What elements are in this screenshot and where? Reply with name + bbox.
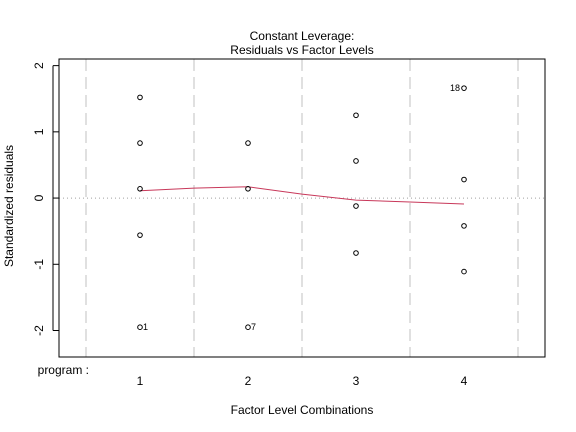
axes: -2 -1 0 1 2 1 2 3 4 xyxy=(32,58,546,388)
x-tick-label: 2 xyxy=(245,374,252,388)
y-axis-label: Standardized residuals xyxy=(2,145,16,267)
y-tick-label: 0 xyxy=(32,194,46,201)
x-tick-label: 3 xyxy=(353,374,360,388)
point-label: 1 xyxy=(143,322,148,332)
point-label: 18 xyxy=(450,83,460,93)
data-point xyxy=(353,250,359,256)
data-point xyxy=(245,140,251,146)
data-point xyxy=(137,232,143,238)
data-point xyxy=(245,185,251,192)
x-axis-label: Factor Level Combinations xyxy=(231,403,374,417)
point-labels: 1 718 xyxy=(143,83,460,332)
plot-frame xyxy=(58,58,546,358)
y-tick-label: 2 xyxy=(32,62,46,69)
chart-subtitle: Residuals vs Factor Levels xyxy=(230,43,373,57)
data-point xyxy=(461,176,467,183)
point-label: 7 xyxy=(251,322,256,332)
data-point xyxy=(137,324,143,331)
data-point xyxy=(137,94,143,101)
y-tick-label: -1 xyxy=(32,259,46,270)
chart-title: Constant Leverage: xyxy=(250,29,355,43)
y-tick-label: 1 xyxy=(32,128,46,135)
group-separators xyxy=(85,59,519,357)
data-point xyxy=(461,85,467,91)
data-point xyxy=(245,324,251,331)
smooth-line-group xyxy=(139,186,465,205)
factor-label: program : xyxy=(38,363,89,377)
data-point xyxy=(461,223,467,229)
data-point xyxy=(137,140,143,146)
data-point xyxy=(353,158,359,164)
data-point xyxy=(353,112,359,119)
data-point xyxy=(137,185,143,192)
data-point xyxy=(461,268,467,275)
data-point xyxy=(353,203,359,209)
x-tick-label: 4 xyxy=(461,374,468,388)
y-tick-label: -2 xyxy=(32,325,46,336)
x-tick-label: 1 xyxy=(137,374,144,388)
data-points xyxy=(137,85,467,331)
smooth-line xyxy=(139,186,465,205)
